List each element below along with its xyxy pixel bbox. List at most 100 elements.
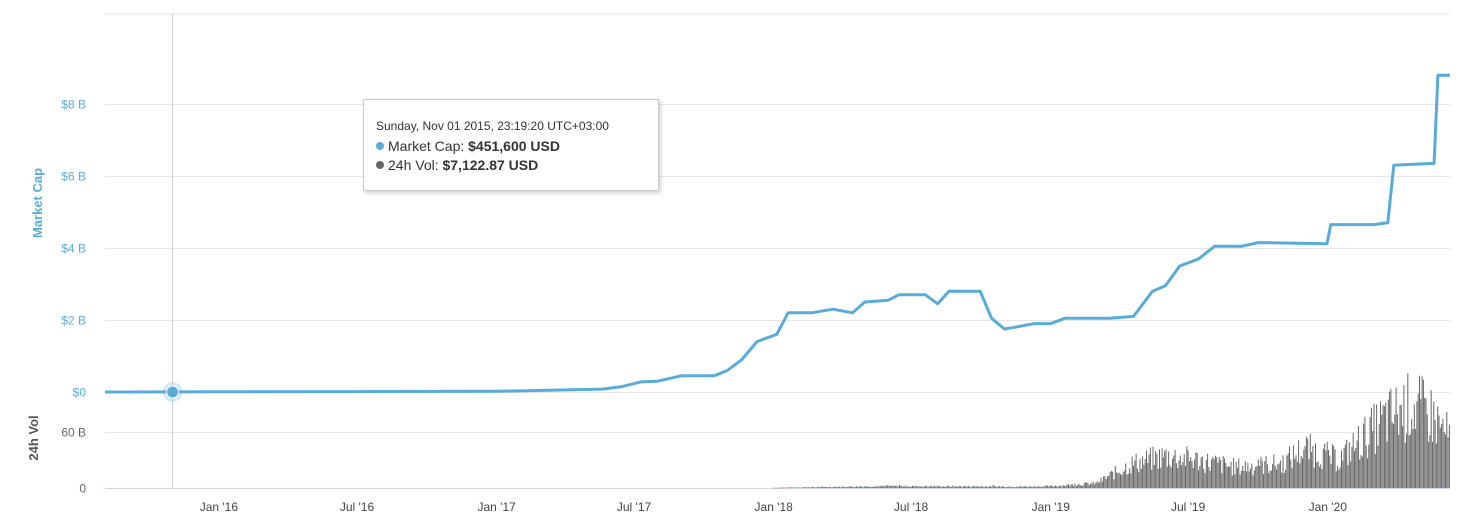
volume-bar (1398, 434, 1400, 488)
volume-bar (1153, 464, 1155, 488)
volume-bar (841, 486, 843, 488)
volume-bar (1101, 481, 1103, 488)
volume-bar (1269, 470, 1271, 488)
volume-bar (922, 486, 924, 488)
volume-bar (1034, 486, 1036, 488)
volume-bar (1386, 441, 1388, 488)
volume-bar (800, 487, 802, 489)
volume-bar (923, 486, 925, 488)
volume-bar (986, 486, 988, 488)
volume-bar (961, 487, 963, 488)
volume-bar (1165, 449, 1167, 488)
volume-bar (1347, 465, 1349, 488)
volume-bar (796, 487, 798, 488)
volume-bar (1237, 467, 1238, 488)
volume-bar (1091, 483, 1093, 488)
volume-bar (1261, 460, 1263, 488)
volume-bar (951, 486, 952, 488)
volume-bar (787, 487, 789, 488)
volume-bar (1346, 439, 1348, 488)
volume-bar (918, 486, 920, 488)
volume-bar (936, 485, 938, 488)
volume-bar (917, 486, 919, 488)
volume-bar (1157, 468, 1159, 488)
volume-bar (1220, 460, 1222, 488)
volume-bar (1363, 423, 1365, 488)
volume-bar (1096, 481, 1098, 488)
volume-bar (928, 486, 930, 488)
volume-bar (1138, 472, 1140, 488)
volume-bar (1415, 428, 1417, 488)
volume-bar (991, 486, 993, 488)
volume-bar (1433, 401, 1435, 488)
volume-bar (1218, 457, 1220, 488)
volume-bar (847, 487, 848, 488)
volume-bar (862, 487, 864, 488)
volume-bar (1064, 485, 1066, 488)
volume-bar (1235, 461, 1237, 488)
volume-bar (1296, 461, 1298, 488)
volume-bar (962, 486, 964, 488)
volume-bar (915, 485, 917, 488)
volume-bar (906, 486, 908, 488)
volume-bar (1285, 469, 1287, 488)
x-tick-label: Jul '17 (617, 500, 652, 514)
volume-bar (1231, 475, 1233, 488)
volume-bar (983, 487, 985, 488)
volume-bar (970, 487, 972, 488)
volume-bar (1151, 469, 1153, 488)
volume-bar (1316, 462, 1318, 488)
volume-bar (1196, 452, 1198, 488)
tooltip-date: Sunday, Nov 01 2015, 23:19:20 UTC+03:00 (376, 119, 609, 133)
volume-bar (1204, 472, 1206, 488)
volume-bar (1103, 476, 1105, 488)
volume-bar (1434, 420, 1436, 488)
volume-bar (1411, 419, 1413, 488)
volume-bar (1290, 459, 1292, 488)
volume-bar (1413, 404, 1415, 488)
market-cap-line[interactable] (104, 73, 1450, 394)
volume-bar (822, 486, 824, 488)
volume-bar (1019, 486, 1021, 488)
volume-bar (1373, 403, 1375, 488)
volume-bar (1380, 401, 1381, 488)
volume-bar (1387, 399, 1389, 488)
volume-bar (871, 486, 873, 488)
volume-bar (1266, 464, 1268, 488)
volume-bar (926, 486, 928, 488)
volume-bar (1348, 442, 1350, 488)
volume-bar (1390, 388, 1392, 488)
volume-bar (1025, 486, 1027, 488)
volume-bar (774, 487, 776, 489)
volume-bar (949, 486, 951, 488)
volume-bar (979, 486, 981, 488)
tooltip-market-cap-value: $451,600 USD (468, 138, 560, 154)
volume-bar (1212, 456, 1214, 488)
volume-bar (1183, 454, 1185, 488)
volume-bar (813, 487, 815, 488)
volume-bar (849, 486, 851, 488)
volume-bar (873, 487, 874, 488)
volume-bar (1356, 440, 1358, 488)
volume-bar (1408, 435, 1410, 488)
volume-bar (1447, 437, 1449, 488)
y-tick-label: $4 B (61, 242, 86, 256)
volume-bar (1338, 469, 1340, 488)
volume-bar (905, 485, 907, 488)
volume-bar (1077, 485, 1079, 488)
hover-marker[interactable] (166, 385, 180, 399)
volume-bar (893, 485, 895, 488)
volume-bar (1368, 444, 1370, 488)
volume-bar (783, 487, 785, 488)
volume-bar (1012, 487, 1014, 488)
volume-bar (1399, 405, 1401, 488)
volume-bar (913, 485, 915, 488)
volume-bar (1354, 451, 1355, 488)
volume-bar (772, 487, 774, 489)
volume-tick-label: 0 (79, 482, 86, 496)
volume-bar (1240, 470, 1242, 488)
volume-bar (1339, 467, 1341, 488)
x-tick-label: Jan '19 (1032, 500, 1071, 514)
